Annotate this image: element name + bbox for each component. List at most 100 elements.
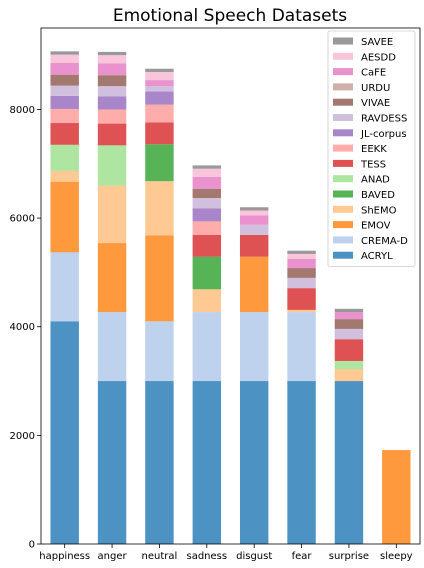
bar-fear-tess bbox=[287, 288, 316, 310]
bar-happiness-tess bbox=[50, 123, 79, 145]
bar-anger-anad bbox=[97, 145, 127, 186]
bar-fear-savee bbox=[287, 250, 316, 254]
legend-swatch-emov bbox=[333, 221, 353, 229]
bar-sleepy-emov bbox=[382, 450, 411, 544]
bar-neutral-eekk bbox=[145, 104, 174, 123]
bar-neutral-ravdess bbox=[145, 86, 174, 92]
bar-fear-aesdd bbox=[287, 253, 316, 259]
y-tick-label: 6000 bbox=[10, 214, 35, 225]
bar-anger-tess bbox=[97, 123, 127, 146]
bar-disgust-ravdess bbox=[239, 224, 269, 235]
bar-anger-vivae bbox=[97, 75, 127, 87]
y-tick-label: 0 bbox=[29, 540, 35, 551]
legend-swatch-eekk bbox=[333, 144, 353, 152]
bar-happiness-shemo bbox=[50, 170, 79, 182]
bar-fear-vivae bbox=[287, 268, 316, 278]
bar-disgust-acryl bbox=[239, 381, 269, 544]
plot-frame bbox=[40, 27, 421, 545]
legend-swatch-acryl bbox=[333, 251, 353, 259]
bar-sadness-vivae bbox=[192, 188, 222, 198]
bar-surprise-acryl bbox=[334, 381, 364, 544]
bar-surprise-vivae bbox=[334, 319, 364, 329]
bar-fear-cafe bbox=[287, 258, 316, 269]
bar-anger-aesdd bbox=[97, 55, 127, 64]
legend-label-urdu: URDU bbox=[361, 83, 390, 94]
bar-neutral-jl-corpus bbox=[145, 91, 174, 105]
bar-neutral-tess bbox=[145, 122, 174, 145]
bar-disgust-crema-d bbox=[239, 312, 269, 382]
bar-sadness-shemo bbox=[192, 289, 222, 313]
legend-label-shemo: ShEMO bbox=[361, 205, 397, 216]
bar-disgust-aesdd bbox=[239, 210, 269, 216]
legend-swatch-jl-corpus bbox=[333, 129, 353, 137]
bar-neutral-aesdd bbox=[145, 72, 174, 81]
bar-neutral-savee bbox=[145, 68, 174, 72]
bar-happiness-eekk bbox=[50, 108, 79, 124]
bar-happiness-anad bbox=[50, 144, 79, 171]
bar-anger-crema-d bbox=[97, 312, 127, 382]
chart-title: Emotional Speech Datasets bbox=[113, 6, 347, 26]
bar-disgust-tess bbox=[239, 234, 269, 257]
bar-surprise-tess bbox=[334, 339, 364, 361]
bar-surprise-anad bbox=[334, 360, 364, 370]
bar-neutral-baved bbox=[145, 144, 174, 182]
bar-anger-emov bbox=[97, 243, 127, 313]
bar-anger-ravdess bbox=[97, 86, 127, 97]
axes-layer: 0 2000 4000 6000 8000 happiness anger neutral sa… bbox=[10, 27, 421, 562]
bar-sadness-acryl bbox=[192, 381, 222, 544]
legend-label-vivae: VIVAE bbox=[361, 98, 390, 109]
legend-swatch-anad bbox=[333, 175, 353, 183]
legend-swatch-cafe bbox=[333, 68, 353, 76]
legend-label-eekk: EEKK bbox=[361, 144, 387, 155]
legend: SAVEE AESDD CaFE URDU VIVAE RAVDESS JL-corpus E… bbox=[327, 30, 416, 267]
y-tick-label: 4000 bbox=[10, 322, 35, 333]
legend-label-acryl: ACRYL bbox=[361, 251, 393, 262]
bar-fear-ravdess bbox=[287, 277, 316, 289]
legend-swatch-baved bbox=[333, 190, 353, 198]
legend-label-crema-d: CREMA-D bbox=[361, 236, 408, 247]
legend-label-aesdd: AESDD bbox=[361, 52, 396, 63]
bar-neutral-crema-d bbox=[145, 321, 174, 382]
x-tick-label-sadness: sadness bbox=[187, 551, 228, 562]
bar-sadness-tess bbox=[192, 234, 222, 257]
legend-swatch-shemo bbox=[333, 205, 353, 213]
bar-sadness-eekk bbox=[192, 221, 222, 235]
x-tick-label-surprise: surprise bbox=[329, 551, 369, 562]
bar-sadness-baved bbox=[192, 256, 222, 290]
bar-sadness-ravdess bbox=[192, 198, 222, 209]
bar-sadness-jl-corpus bbox=[192, 208, 222, 222]
legend-swatch-ravdess bbox=[333, 114, 353, 121]
bar-surprise-savee bbox=[334, 308, 364, 313]
legend-label-cafe: CaFE bbox=[361, 68, 386, 79]
bar-disgust-emov bbox=[239, 256, 269, 313]
bar-happiness-cafe bbox=[50, 62, 79, 75]
bar-surprise-ravdess bbox=[334, 328, 364, 340]
legend-label-tess: TESS bbox=[360, 159, 386, 170]
bar-neutral-acryl bbox=[145, 381, 174, 544]
legend-swatch-aesdd bbox=[333, 52, 353, 60]
bar-happiness-aesdd bbox=[50, 54, 79, 63]
legend-swatch-vivae bbox=[333, 98, 353, 106]
legend-label-baved: BAVED bbox=[361, 190, 395, 201]
bar-happiness-vivae bbox=[50, 74, 79, 86]
legend-label-anad: ANAD bbox=[361, 175, 390, 186]
legend-label-savee: SAVEE bbox=[361, 37, 393, 48]
legend-swatch-tess bbox=[333, 159, 353, 167]
x-tick-label-happiness: happiness bbox=[39, 551, 90, 562]
bar-sadness-savee bbox=[192, 165, 222, 169]
bar-anger-savee bbox=[97, 51, 127, 56]
legend-swatch-savee bbox=[333, 37, 353, 45]
bar-happiness-crema-d bbox=[50, 252, 79, 322]
bar-sadness-crema-d bbox=[192, 312, 222, 382]
bar-anger-acryl bbox=[97, 381, 127, 544]
bar-anger-jl-corpus bbox=[97, 96, 127, 110]
bar-neutral-emov bbox=[145, 235, 174, 322]
x-tick-label-disgust: disgust bbox=[236, 551, 272, 562]
bar-happiness-ravdess bbox=[50, 85, 79, 96]
bar-fear-shemo bbox=[287, 309, 316, 313]
bar-happiness-savee bbox=[50, 51, 79, 55]
y-tick-label: 8000 bbox=[10, 105, 35, 116]
bar-fear-acryl bbox=[287, 381, 316, 544]
legend-label-emov: EMOV bbox=[361, 221, 391, 232]
